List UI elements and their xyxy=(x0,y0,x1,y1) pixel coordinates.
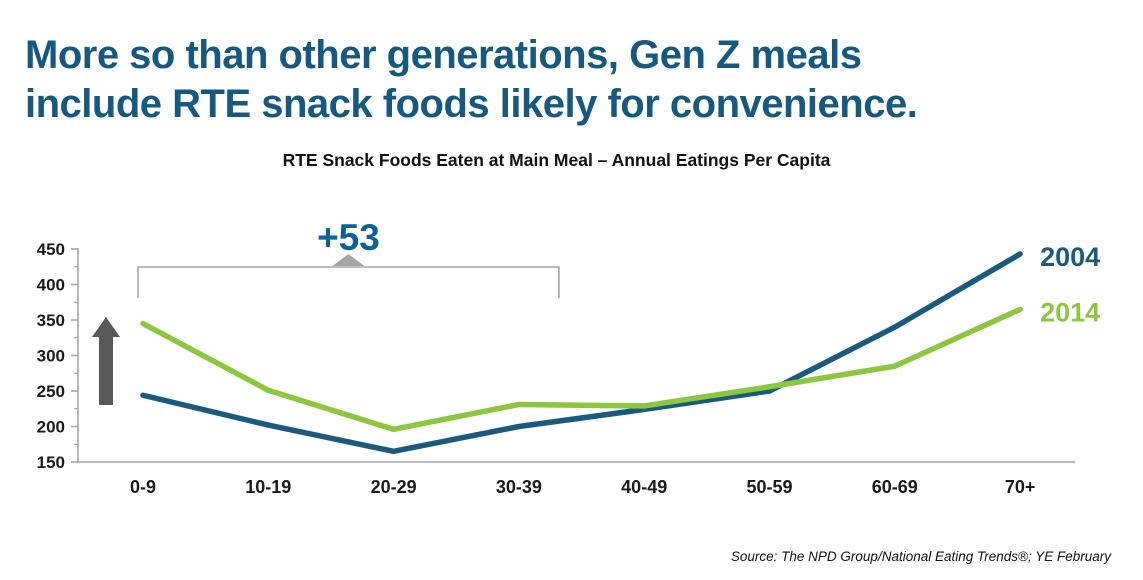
bracket-pointer-icon xyxy=(332,254,365,266)
series-line-2004 xyxy=(140,251,1023,455)
x-tick-label: 70+ xyxy=(1005,477,1036,497)
series-line-2014 xyxy=(140,306,1023,433)
y-tick-label: 350 xyxy=(37,311,65,330)
y-tick-label: 150 xyxy=(37,453,65,472)
y-tick-label: 250 xyxy=(37,382,65,401)
x-tick-label: 10-19 xyxy=(245,477,291,497)
y-tick-label: 300 xyxy=(37,347,65,366)
y-tick-label: 200 xyxy=(37,418,65,437)
chart-title: RTE Snack Foods Eaten at Main Meal – Ann… xyxy=(282,150,831,170)
slide-title-line1: More so than other generations, Gen Z me… xyxy=(25,32,862,77)
legend-label-2004: 2004 xyxy=(1040,242,1100,272)
slide-title: More so than other generations, Gen Z me… xyxy=(25,31,1125,130)
source-note: Source: The NPD Group/National Eating Tr… xyxy=(730,549,1111,564)
x-tick-label: 0-9 xyxy=(130,477,156,497)
x-tick-label: 30-39 xyxy=(496,477,542,497)
x-tick-label: 20-29 xyxy=(371,477,417,497)
up-arrow-icon xyxy=(92,317,120,405)
x-tick-label: 40-49 xyxy=(621,477,667,497)
y-tick-label: 450 xyxy=(37,240,65,259)
slide-title-line2: include RTE snack foods likely for conve… xyxy=(25,82,918,127)
bracket-label: +53 xyxy=(317,217,380,258)
bracket xyxy=(137,266,560,298)
x-tick-label: 60-69 xyxy=(872,477,918,497)
y-tick-label: 400 xyxy=(37,276,65,295)
x-tick-label: 50-59 xyxy=(746,477,792,497)
legend-label-2014: 2014 xyxy=(1040,297,1100,327)
